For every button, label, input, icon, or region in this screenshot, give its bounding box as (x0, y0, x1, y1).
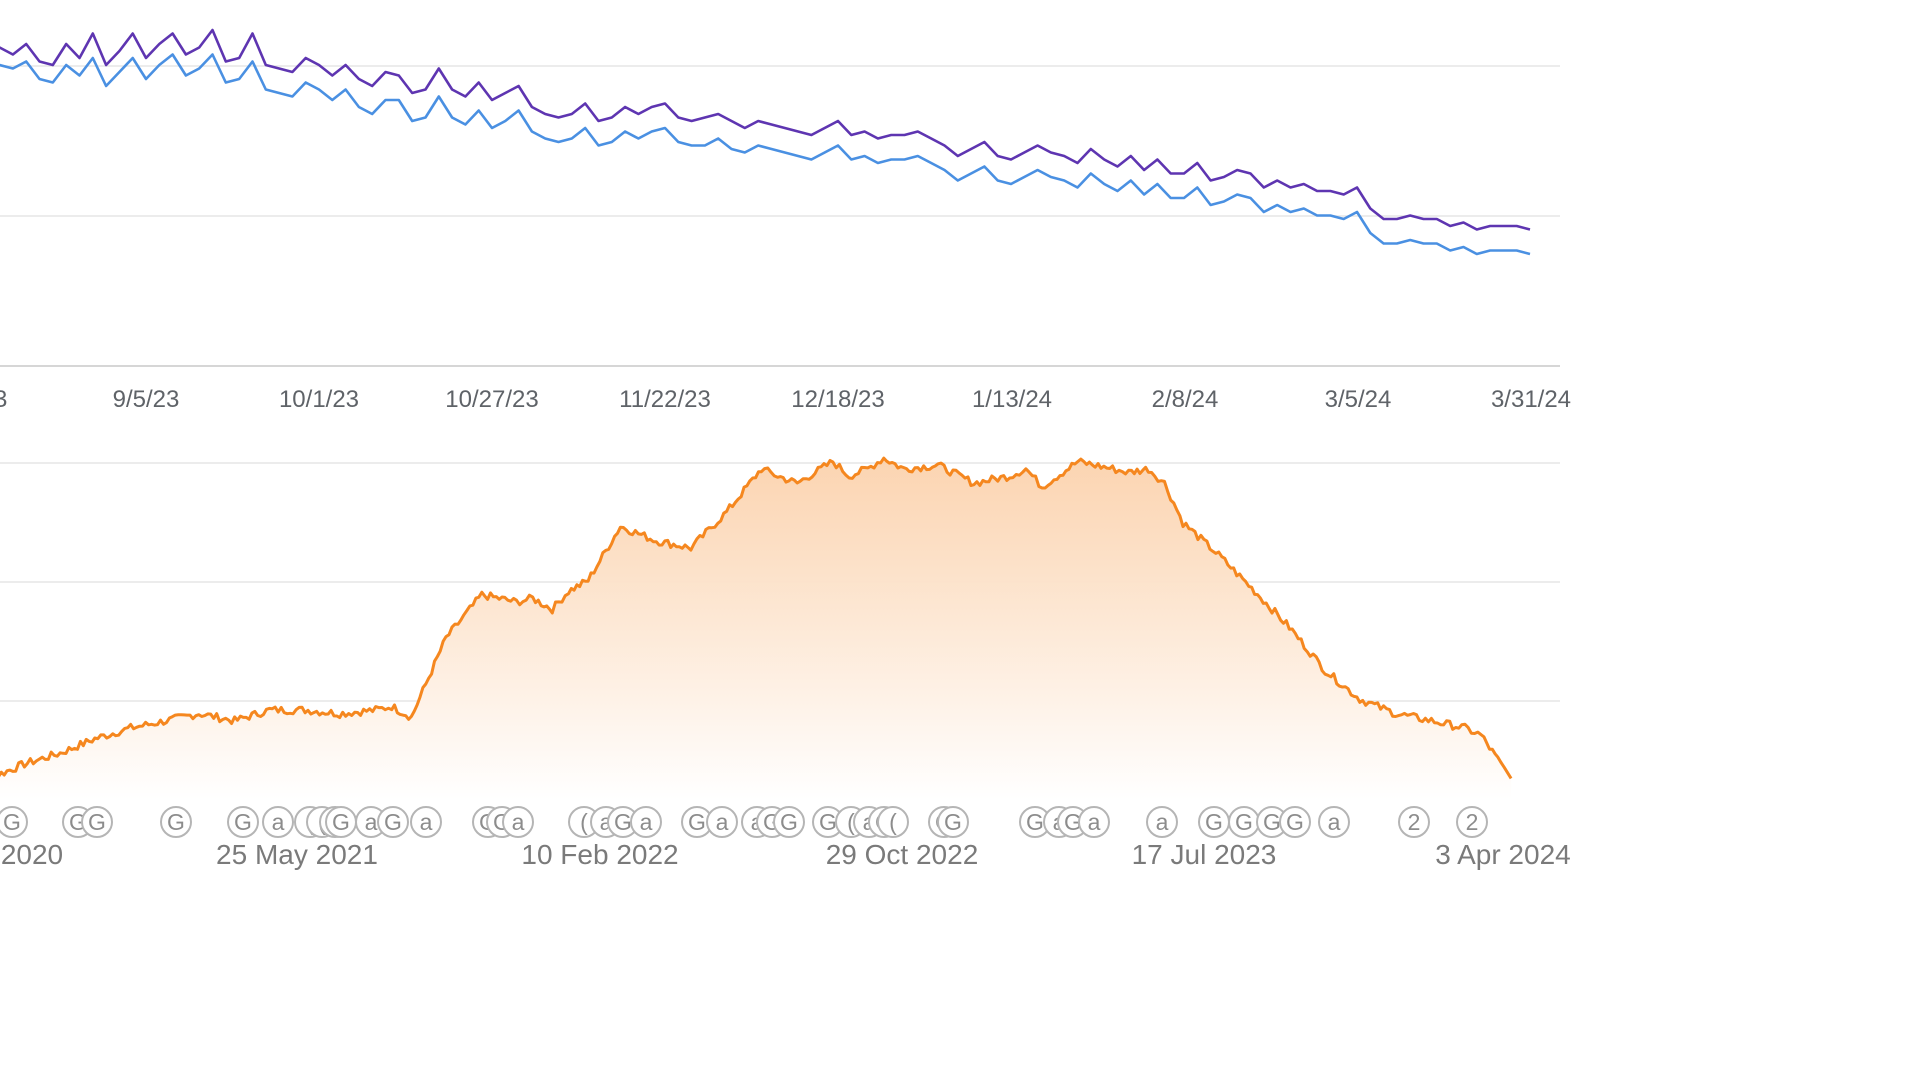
annotation-marker: G (1198, 806, 1230, 838)
annotation-circle (937, 806, 969, 838)
annotation-label: G (1263, 809, 1281, 835)
annotation-circle (410, 806, 442, 838)
annotation-circle (1398, 806, 1430, 838)
annotation-circle (227, 806, 259, 838)
bottom-series-line (0, 456, 1513, 780)
annotation-marker: G (1256, 806, 1288, 838)
bottom-x-tick-label: 29 Oct 2022 (826, 839, 979, 870)
annotation-circle (262, 806, 294, 838)
top-x-tick-label: 11/22/23 (619, 386, 711, 413)
annotation-marker: G (227, 806, 259, 838)
annotation-label: ( (847, 809, 855, 835)
annotation-circle (630, 806, 662, 838)
annotation-marker: G (1019, 806, 1051, 838)
top-series-line-2 (0, 53, 1531, 256)
annotation-circle (502, 806, 534, 838)
annotation-label: G (944, 809, 962, 835)
annotation-marker: G (1228, 806, 1260, 838)
annotation-marker: a (1146, 806, 1178, 838)
annotation-marker: a (262, 806, 294, 838)
bottom-x-tick-label: 10 Feb 2022 (521, 839, 678, 870)
annotation-marker: G (325, 806, 357, 838)
top-x-tick-label: 3/5/24 (1325, 386, 1392, 413)
top-x-tick-label: 2/8/24 (1152, 386, 1219, 413)
annotation-label: a (365, 809, 378, 835)
top-x-tick-label: 3/31/24 (1491, 386, 1571, 413)
top-line-chart: 3 9/5/23 10/1/23 10/27/23 11/22/23 12/18/23 1/… (0, 28, 1571, 413)
annotation-circle (81, 806, 113, 838)
annotation-marker: 2 (1398, 806, 1430, 838)
annotation-circle (773, 806, 805, 838)
annotation-label: G (384, 809, 402, 835)
bottom-area-fill (0, 458, 1512, 800)
top-x-tick-label: 10/1/23 (279, 386, 359, 413)
annotation-circle (1456, 806, 1488, 838)
annotation-circle (877, 806, 909, 838)
annotation-label: G (614, 809, 632, 835)
annotation-label: G (167, 809, 185, 835)
top-x-tick-label: 1/13/24 (972, 386, 1052, 413)
annotation-label: a (272, 809, 285, 835)
annotation-marker: a (1318, 806, 1350, 838)
annotation-label: G (1205, 809, 1223, 835)
annotation-label: a (1156, 809, 1169, 835)
annotation-circle (1279, 806, 1311, 838)
annotation-label: 2 (1408, 809, 1421, 835)
top-series-line-1 (0, 28, 1531, 231)
annotation-marker: G (81, 806, 113, 838)
annotation-circle (377, 806, 409, 838)
bottom-x-tick-label: 2020 (1, 839, 63, 870)
annotation-label: G (1286, 809, 1304, 835)
annotation-label: G (1026, 809, 1044, 835)
annotation-marker: 2 (1456, 806, 1488, 838)
annotation-marker: a (1078, 806, 1110, 838)
annotation-label: G (819, 809, 837, 835)
bottom-x-tick-label: 25 May 2021 (216, 839, 378, 870)
annotation-marker: a (410, 806, 442, 838)
annotation-marker: G (160, 806, 192, 838)
annotation-circle (1146, 806, 1178, 838)
annotation-label: a (640, 809, 653, 835)
top-x-tick-label: 10/27/23 (445, 386, 538, 413)
bottom-area-chart: GGGGGa(((GaGaGGa(aGaGaaGGG(aG(GGGaGaaGGG… (0, 456, 1571, 870)
annotation-circle (0, 806, 28, 838)
annotation-circle (160, 806, 192, 838)
annotation-circle (1078, 806, 1110, 838)
annotation-circle (706, 806, 738, 838)
annotation-label: G (3, 809, 21, 835)
annotation-label: G (332, 809, 350, 835)
annotation-label: a (420, 809, 433, 835)
annotation-marker: a (355, 806, 387, 838)
annotation-label: a (1088, 809, 1101, 835)
annotation-marker: ( (877, 806, 909, 838)
annotation-marker: G (0, 806, 28, 838)
annotation-label: 2 (1466, 809, 1479, 835)
annotation-marker: a (502, 806, 534, 838)
annotation-label: G (1235, 809, 1253, 835)
annotation-label: G (780, 809, 798, 835)
top-x-tick-label: 12/18/23 (791, 386, 884, 413)
top-x-tick-label: 3 (0, 386, 7, 413)
annotation-marker: a (706, 806, 738, 838)
annotation-marker: G (681, 806, 713, 838)
bottom-x-tick-label: 17 Jul 2023 (1132, 839, 1277, 870)
annotation-label: ( (889, 809, 897, 835)
annotation-marker: G (377, 806, 409, 838)
annotation-label: G (234, 809, 252, 835)
top-x-tick-label: 9/5/23 (113, 386, 180, 413)
annotation-marker: a (630, 806, 662, 838)
annotation-label: a (716, 809, 729, 835)
annotation-label: a (1328, 809, 1341, 835)
annotation-label: G (1064, 809, 1082, 835)
bottom-x-tick-label: 3 Apr 2024 (1435, 839, 1570, 870)
annotation-marker: G (773, 806, 805, 838)
annotation-label: G (88, 809, 106, 835)
annotation-label: ( (580, 809, 588, 835)
annotation-circle (1318, 806, 1350, 838)
annotation-label: a (512, 809, 525, 835)
annotation-label: G (688, 809, 706, 835)
annotation-marker: G (1279, 806, 1311, 838)
annotation-marker: G (937, 806, 969, 838)
